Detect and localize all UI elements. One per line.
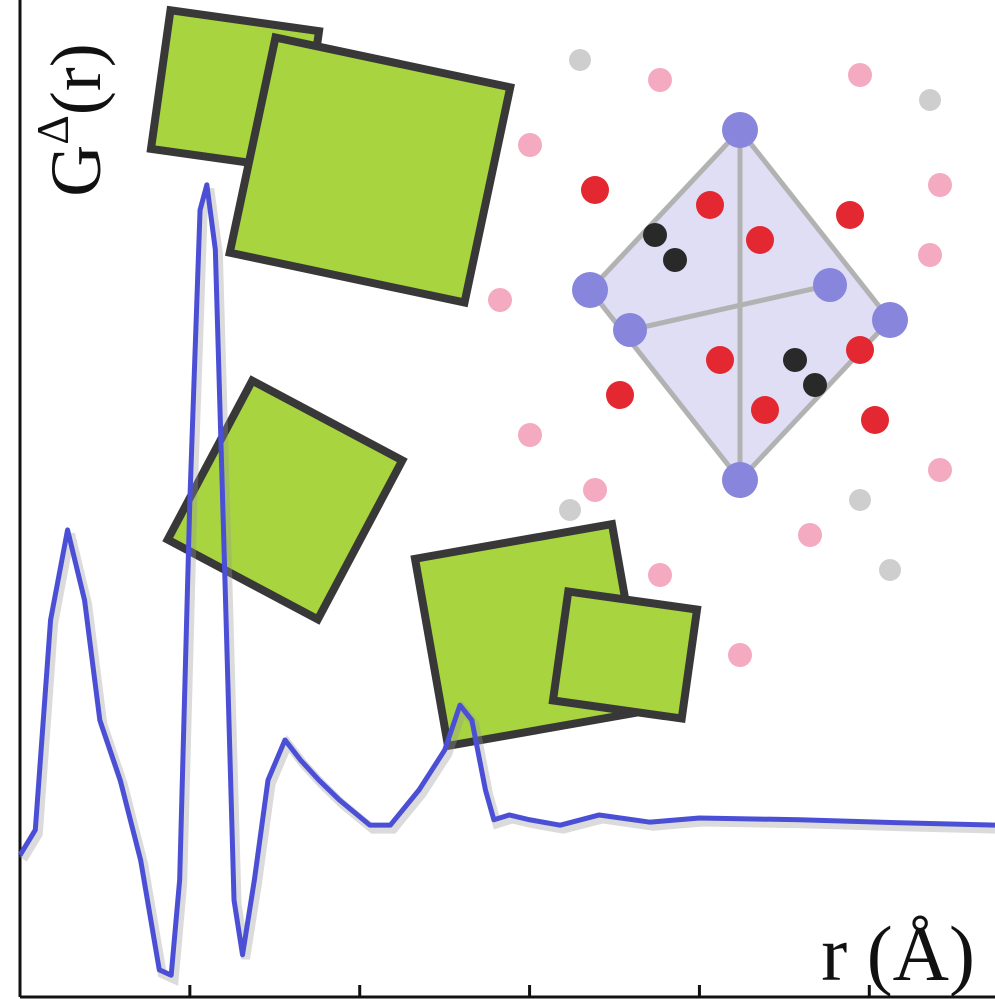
y-axis-label: GΔ(r) — [27, 43, 116, 197]
decoration — [146, 5, 952, 751]
x-axis-label: r (Å) — [821, 910, 975, 997]
y-label-rest: (r) — [36, 43, 116, 115]
y-label-sup: Δ — [27, 115, 78, 145]
line — [17, 182, 995, 978]
y-label-base: G — [36, 145, 116, 197]
